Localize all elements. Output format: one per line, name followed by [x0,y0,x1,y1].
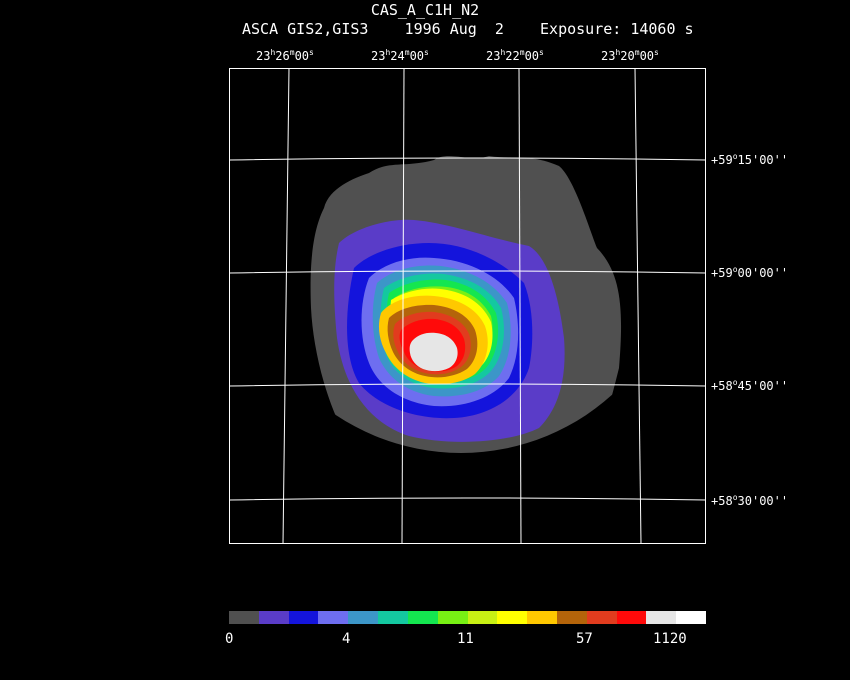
xray-emission-map [310,156,622,453]
ra-label: 23h26m00s [256,48,314,63]
colorbar-swatch [676,611,706,624]
grid-line-dec [229,383,706,387]
colorbar-swatch [586,611,617,624]
colorbar-swatch [229,611,259,624]
ra-label: 23h20m00s [601,48,659,63]
colorbar-swatch [646,611,677,624]
xray-image-plot [229,68,706,544]
colorbar-swatch [407,611,438,624]
dec-label: +58o30'00'' [711,493,789,508]
dec-label: +59o00'00'' [711,265,789,280]
colorbar-swatch [378,611,408,624]
image-subtitle: ASCA GIS2,GIS3 1996 Aug 2 Exposure: 1406… [242,20,694,38]
grid-line-ra [282,68,290,544]
image-title: CAS_A_C1H_N2 [370,1,480,19]
colorbar-swatch [258,611,289,624]
dec-label: +59o15'00'' [711,152,789,167]
colorbar-swatch [467,611,498,624]
colorbar-tick-label: 11 [457,631,474,647]
grid-line-dec [229,497,706,501]
dec-label: +58o45'00'' [711,378,789,393]
grid-line-ra [634,68,642,544]
colorbar-swatch [556,611,587,624]
colorbar-tick-label: 57 [576,631,593,647]
colorbar-swatch [288,611,319,624]
colorbar-swatch [497,611,528,624]
emission-level-core [409,332,458,372]
plot-frame [229,68,706,544]
colorbar-tick-label: 4 [342,631,351,647]
grid-line-dec [229,157,706,161]
grid-line-ra [518,68,522,544]
ra-label: 23h22m00s [486,48,544,63]
colorbar-swatch [527,611,557,624]
colorbar-tick-label: 1120 [653,631,687,647]
colorbar-swatch [348,611,379,624]
grid-line-dec [229,270,706,274]
grid-line-ra [401,68,405,544]
colorbar [229,611,706,624]
colorbar-swatch [616,611,647,624]
colorbar-tick-label: 0 [225,631,234,647]
colorbar-swatch [437,611,468,624]
colorbar-swatch [318,611,349,624]
ra-label: 23h24m00s [371,48,429,63]
coordinate-grid [229,68,706,544]
